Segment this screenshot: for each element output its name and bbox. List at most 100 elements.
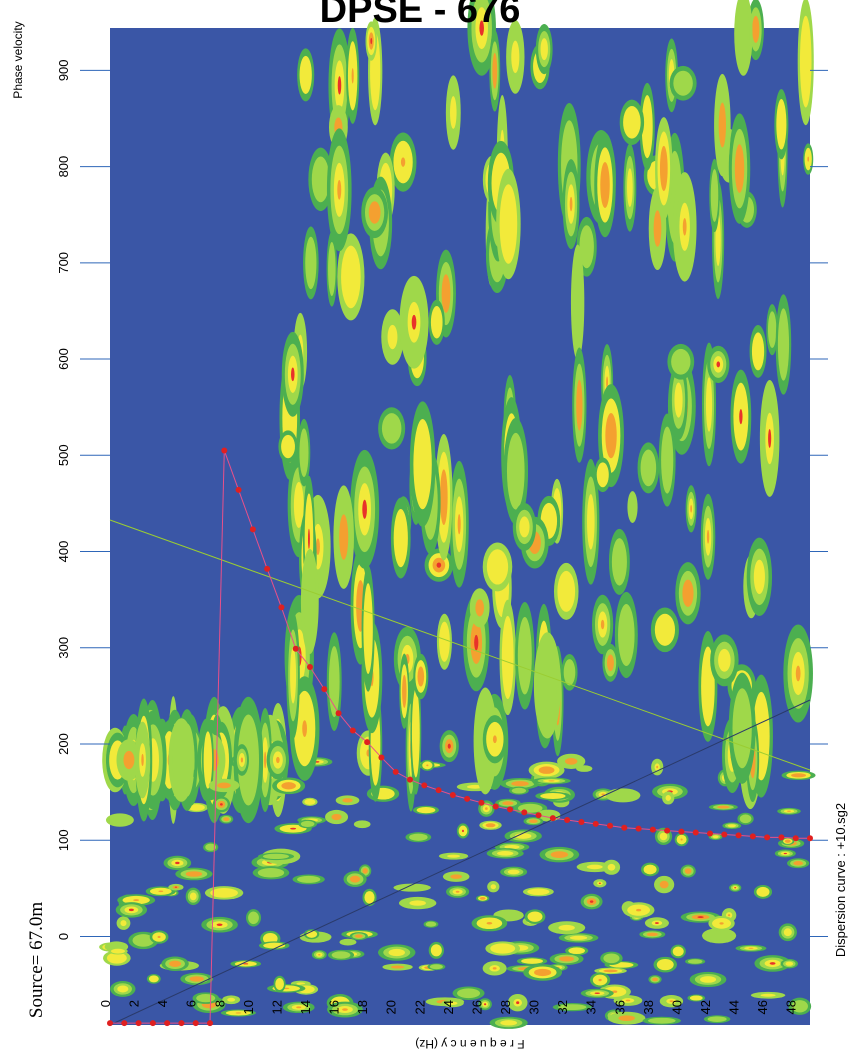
- x-tick-label: 14: [298, 1000, 313, 1014]
- image-blob: [529, 819, 538, 823]
- image-blob: [521, 958, 543, 964]
- image-blob: [756, 886, 770, 897]
- image-blob: [653, 978, 657, 981]
- image-blob: [576, 379, 583, 431]
- image-blob: [110, 948, 125, 954]
- image-blob: [710, 169, 719, 222]
- image-blob: [501, 615, 514, 700]
- y-tick-label: 900: [56, 59, 71, 81]
- image-blob: [506, 432, 525, 510]
- y-tick-label: 400: [56, 541, 71, 563]
- image-blob: [490, 943, 516, 954]
- image-blob: [673, 70, 693, 96]
- image-blob: [402, 674, 407, 708]
- image-blob: [455, 890, 460, 893]
- chart-title: DPSE - 676: [320, 0, 521, 31]
- image-blob: [303, 563, 317, 640]
- image-blob: [557, 570, 576, 612]
- image-blob: [527, 911, 543, 922]
- image-blob: [511, 787, 527, 794]
- image-blob: [579, 225, 594, 269]
- x-tick-label: 2: [127, 1000, 142, 1007]
- curve-point: [264, 565, 271, 572]
- image-blob: [540, 793, 566, 799]
- curve-point: [807, 835, 813, 842]
- image-blob: [217, 782, 231, 789]
- image-blob: [502, 801, 514, 806]
- curve-point: [635, 825, 642, 832]
- curve-point: [578, 818, 585, 825]
- image-blob: [601, 793, 605, 796]
- image-blob: [690, 505, 693, 513]
- image-blob: [569, 196, 573, 212]
- curve-point: [707, 830, 713, 837]
- image-blob: [235, 1012, 242, 1014]
- image-blob: [308, 528, 310, 549]
- image-blob: [603, 953, 620, 964]
- image-blob: [342, 1008, 348, 1011]
- curve-point: [235, 486, 242, 493]
- x-tick-label: 32: [555, 1000, 570, 1014]
- x-tick-label: 48: [784, 1000, 799, 1014]
- image-blob: [416, 807, 436, 814]
- curve-point: [107, 1020, 113, 1027]
- image-blob: [262, 853, 290, 860]
- image-blob: [148, 975, 159, 983]
- image-blob: [174, 886, 178, 888]
- x-tick-label: 28: [498, 1000, 513, 1014]
- image-blob: [787, 810, 791, 812]
- y-tick-label: 100: [56, 829, 71, 851]
- image-blob: [594, 992, 600, 995]
- x-tick-label: 30: [527, 1000, 542, 1014]
- curve-point: [364, 739, 371, 746]
- image-blob: [671, 348, 691, 375]
- image-blob: [783, 852, 787, 855]
- image-blob: [297, 875, 321, 883]
- dispersion-image: [99, 0, 816, 1029]
- image-blob: [569, 935, 588, 940]
- image-blob: [216, 923, 223, 926]
- image-blob: [538, 766, 555, 774]
- image-blob: [368, 201, 381, 224]
- image-blob: [613, 963, 629, 967]
- image-blob: [331, 951, 351, 959]
- curve-point: [392, 768, 399, 775]
- image-blob: [299, 428, 309, 478]
- image-blob: [417, 666, 425, 687]
- image-blob: [372, 47, 379, 96]
- image-blob: [413, 418, 432, 510]
- image-blob: [598, 978, 602, 982]
- x-tick-label: 12: [269, 1000, 284, 1014]
- image-blob: [276, 980, 283, 988]
- image-blob: [618, 603, 635, 667]
- x-tick-label: 46: [755, 1000, 770, 1014]
- image-blob: [339, 514, 349, 560]
- image-blob: [807, 156, 810, 162]
- image-blob: [240, 757, 244, 763]
- image-blob: [777, 308, 790, 381]
- image-blob: [439, 621, 450, 662]
- image-blob: [769, 962, 776, 965]
- image-blob: [203, 731, 213, 789]
- image-blob: [534, 968, 552, 977]
- image-blob: [643, 864, 657, 875]
- curve-point: [378, 754, 385, 761]
- x-tick-label: 44: [727, 1000, 742, 1014]
- image-blob: [559, 956, 575, 962]
- curve-point: [692, 829, 699, 836]
- image-blob: [660, 961, 671, 969]
- curve-point: [649, 826, 656, 833]
- image-blob: [543, 509, 554, 532]
- image-blob: [732, 688, 752, 769]
- image-blob: [492, 967, 497, 970]
- curve-point: [407, 776, 413, 783]
- image-blob: [479, 20, 484, 36]
- x-tick-label: 16: [327, 1000, 342, 1014]
- image-blob: [485, 807, 488, 810]
- image-blob: [767, 311, 777, 349]
- y-tick-label: 600: [56, 348, 71, 370]
- y-tick-label: 0: [56, 933, 71, 940]
- x-tick-label: 8: [212, 1000, 227, 1007]
- image-blob: [610, 790, 636, 801]
- curve-point: [221, 447, 228, 454]
